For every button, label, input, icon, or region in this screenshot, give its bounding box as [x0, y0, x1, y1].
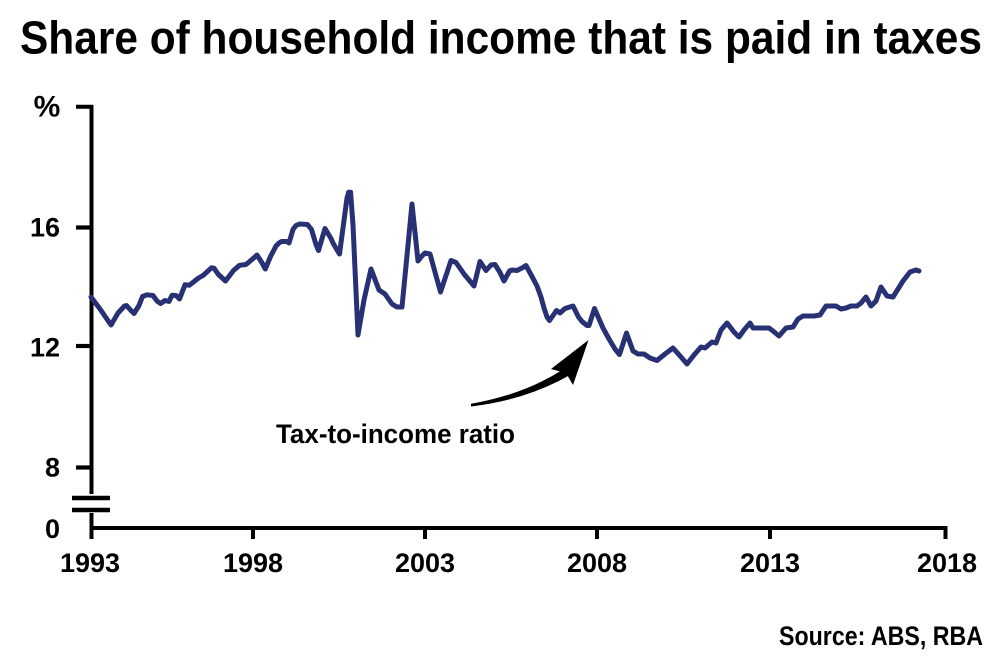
svg-text:1998: 1998 [223, 548, 283, 578]
svg-text:Tax-to-income ratio: Tax-to-income ratio [276, 419, 515, 449]
svg-text:12: 12 [30, 333, 60, 363]
svg-text:1993: 1993 [60, 548, 120, 578]
svg-text:Share of household income that: Share of household income that is paid i… [20, 12, 982, 64]
svg-text:2013: 2013 [740, 548, 800, 578]
svg-text:2008: 2008 [567, 548, 627, 578]
svg-text:%: % [34, 91, 61, 124]
svg-text:16: 16 [30, 213, 60, 243]
svg-text:0: 0 [45, 514, 60, 544]
svg-text:2003: 2003 [395, 548, 455, 578]
svg-text:8: 8 [45, 453, 60, 483]
svg-text:Source: ABS, RBA: Source: ABS, RBA [779, 621, 983, 651]
svg-text:2018: 2018 [917, 548, 977, 578]
